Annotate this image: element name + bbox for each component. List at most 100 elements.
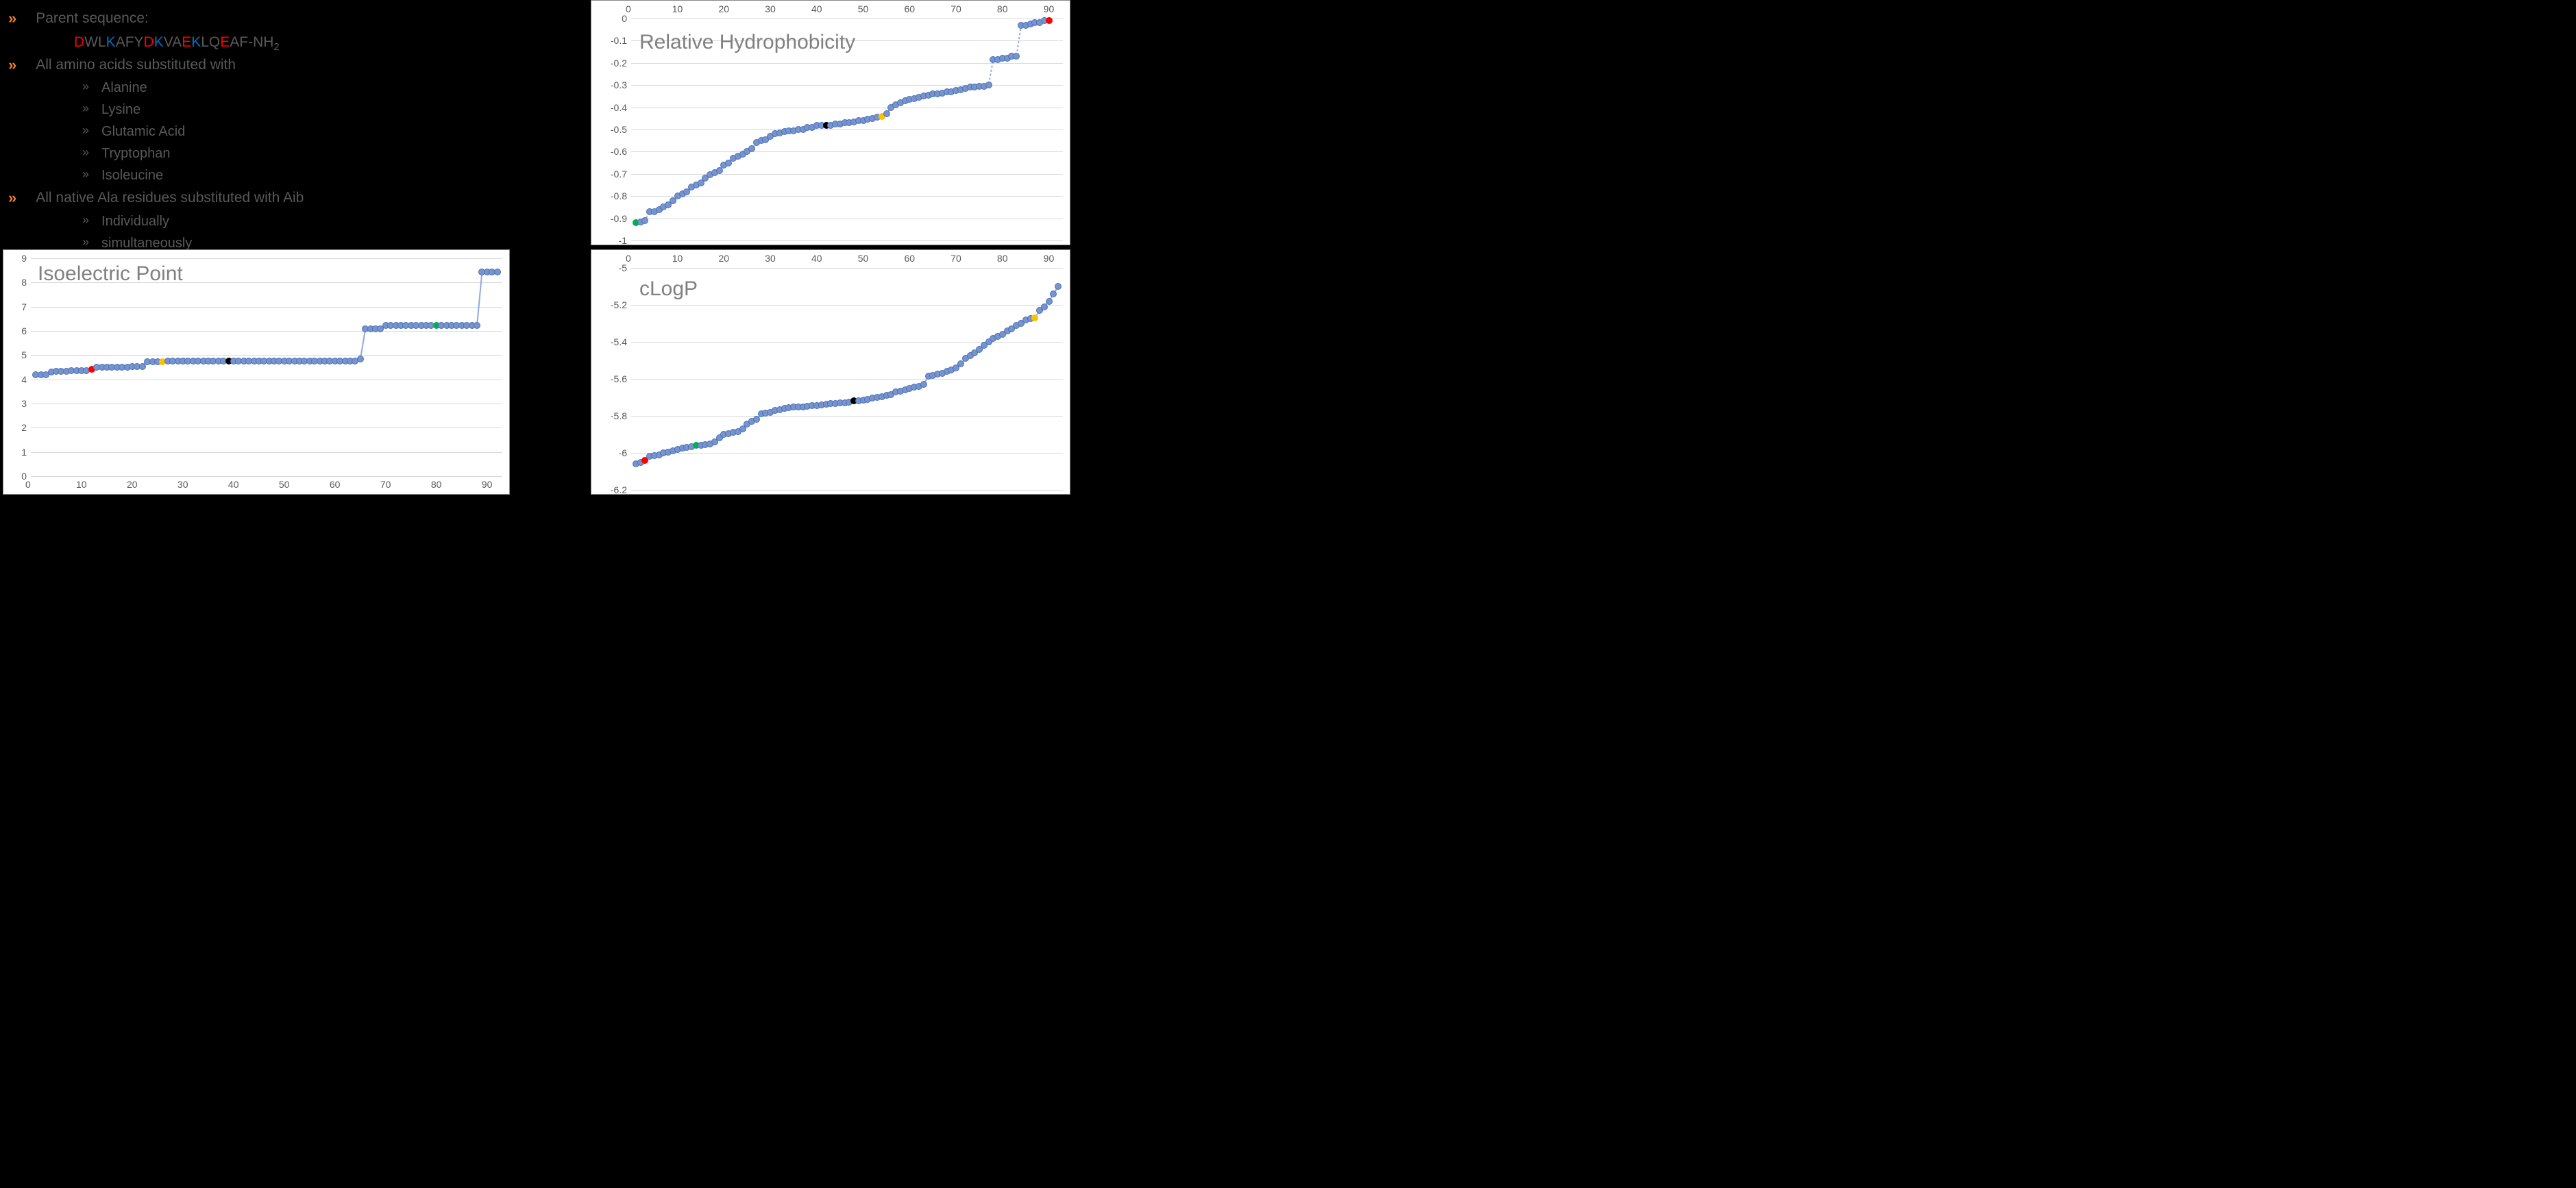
x-tick-label: 90 bbox=[482, 479, 493, 490]
data-point bbox=[1041, 304, 1048, 310]
x-tick-label: 70 bbox=[380, 479, 391, 490]
y-tick-label: -0.8 bbox=[591, 190, 627, 201]
x-tick-label: 80 bbox=[431, 479, 442, 490]
y-tick-label: 7 bbox=[3, 301, 27, 312]
data-point bbox=[1055, 283, 1062, 290]
x-tick-label: 10 bbox=[672, 253, 683, 264]
x-tick-label: 0 bbox=[626, 3, 631, 14]
sub-bullet-text: Alanine bbox=[101, 78, 147, 97]
sub-bullet-text: Lysine bbox=[101, 100, 140, 119]
y-tick-label: 9 bbox=[3, 253, 27, 264]
sub-bullet-icon: » bbox=[82, 212, 89, 229]
y-tick-label: -6 bbox=[591, 447, 627, 458]
bullet-text: All amino acids substituted with bbox=[36, 55, 236, 75]
parent-sequence: DWLKAFYDKVAEKLQEAF-NH2 bbox=[74, 32, 392, 55]
x-tick-label: 80 bbox=[997, 3, 1008, 14]
sub-bullet-icon: » bbox=[82, 234, 89, 251]
y-tick-label: -6.2 bbox=[591, 484, 627, 495]
plot-area bbox=[31, 258, 502, 476]
y-tick-label: -0.3 bbox=[591, 79, 627, 90]
bullet-icon: » bbox=[8, 55, 16, 76]
y-tick-label: 8 bbox=[3, 277, 27, 288]
y-tick-label: 2 bbox=[3, 422, 27, 433]
x-tick-label: 50 bbox=[279, 479, 290, 490]
y-tick-label: -0.2 bbox=[591, 58, 627, 69]
data-point bbox=[957, 360, 964, 367]
sub-bullet-icon: » bbox=[82, 144, 89, 161]
x-tick-label: 90 bbox=[1044, 253, 1055, 264]
data-point bbox=[753, 416, 760, 423]
x-tick-label: 30 bbox=[765, 3, 776, 14]
data-point bbox=[920, 381, 927, 388]
data-point bbox=[1031, 314, 1038, 321]
x-tick-label: 30 bbox=[765, 253, 776, 264]
y-tick-label: -0.4 bbox=[591, 102, 627, 113]
sub-bullet-text: Glutamic Acid bbox=[101, 122, 185, 141]
y-tick-label: 1 bbox=[3, 447, 27, 458]
data-point bbox=[641, 217, 648, 224]
data-point bbox=[474, 322, 480, 329]
chart-title: Isoelectric Point bbox=[38, 262, 183, 286]
bullet-text: All native Ala residues substituted with… bbox=[36, 188, 304, 208]
data-point bbox=[716, 167, 723, 174]
y-tick-label: -5.6 bbox=[591, 373, 627, 384]
x-tick-label: 20 bbox=[718, 3, 729, 14]
y-tick-label: 4 bbox=[3, 374, 27, 385]
bullet-text: Parent sequence: bbox=[36, 8, 149, 28]
data-point bbox=[1050, 290, 1057, 297]
data-point bbox=[1046, 298, 1053, 305]
sub-bullet-icon: » bbox=[82, 122, 89, 139]
x-tick-label: 70 bbox=[950, 3, 961, 14]
data-point bbox=[985, 82, 992, 88]
x-tick-label: 50 bbox=[858, 253, 869, 264]
sub-bullet-icon: » bbox=[82, 100, 89, 117]
y-tick-label: 5 bbox=[3, 349, 27, 360]
clogp-chart: -5-5.2-5.4-5.6-5.8-6-6.20102030405060708… bbox=[591, 249, 1070, 495]
y-tick-label: -0.7 bbox=[591, 169, 627, 180]
x-tick-label: 20 bbox=[127, 479, 138, 490]
y-tick-label: -0.5 bbox=[591, 124, 627, 135]
data-point bbox=[1046, 17, 1053, 24]
x-tick-label: 60 bbox=[330, 479, 341, 490]
data-point bbox=[139, 363, 146, 370]
sub-bullet-text: Individually bbox=[101, 212, 169, 231]
x-tick-label: 10 bbox=[76, 479, 87, 490]
data-point bbox=[748, 145, 755, 152]
x-tick-label: 10 bbox=[672, 3, 683, 14]
relative-hydrophobicity-chart: 0-0.1-0.2-0.3-0.4-0.5-0.6-0.7-0.8-0.9-10… bbox=[591, 0, 1070, 245]
y-tick-label: -5 bbox=[591, 262, 627, 273]
x-tick-label: 50 bbox=[858, 3, 869, 14]
y-tick-label: -1 bbox=[591, 235, 627, 246]
x-tick-label: 70 bbox=[950, 253, 961, 264]
x-tick-label: 30 bbox=[177, 479, 188, 490]
bullet-icon: » bbox=[8, 188, 16, 209]
x-tick-label: 20 bbox=[718, 253, 729, 264]
data-point bbox=[1013, 53, 1020, 60]
y-tick-label: 0 bbox=[3, 471, 27, 482]
sub-bullet-icon: » bbox=[82, 166, 89, 183]
bullet-text-block: » Parent sequence: DWLKAFYDKVAEKLQEAF-NH2 »… bbox=[8, 8, 392, 256]
y-tick-label: 3 bbox=[3, 398, 27, 409]
isoelectric-point-chart: 01234567890102030405060708090Isoelectric… bbox=[3, 249, 510, 495]
x-tick-label: 0 bbox=[25, 479, 31, 490]
data-point bbox=[883, 110, 890, 117]
chart-title: Relative Hydrophobicity bbox=[639, 31, 855, 54]
y-tick-label: -0.6 bbox=[591, 146, 627, 157]
data-point bbox=[357, 356, 364, 362]
x-tick-label: 0 bbox=[626, 253, 631, 264]
x-tick-label: 80 bbox=[997, 253, 1008, 264]
sub-bullet-text: Isoleucine bbox=[101, 166, 163, 185]
data-point bbox=[494, 269, 501, 275]
y-tick-label: 0 bbox=[591, 13, 627, 24]
y-tick-label: 6 bbox=[3, 325, 27, 336]
x-tick-label: 40 bbox=[811, 3, 822, 14]
y-tick-label: -5.2 bbox=[591, 299, 627, 310]
y-tick-label: -0.1 bbox=[591, 35, 627, 46]
plot-area bbox=[631, 268, 1063, 490]
x-tick-label: 60 bbox=[904, 253, 915, 264]
bullet-icon: » bbox=[8, 8, 16, 29]
x-tick-label: 90 bbox=[1044, 3, 1055, 14]
sub-bullet-icon: » bbox=[82, 78, 89, 95]
chart-title: cLogP bbox=[639, 277, 698, 301]
y-tick-label: -5.4 bbox=[591, 336, 627, 347]
